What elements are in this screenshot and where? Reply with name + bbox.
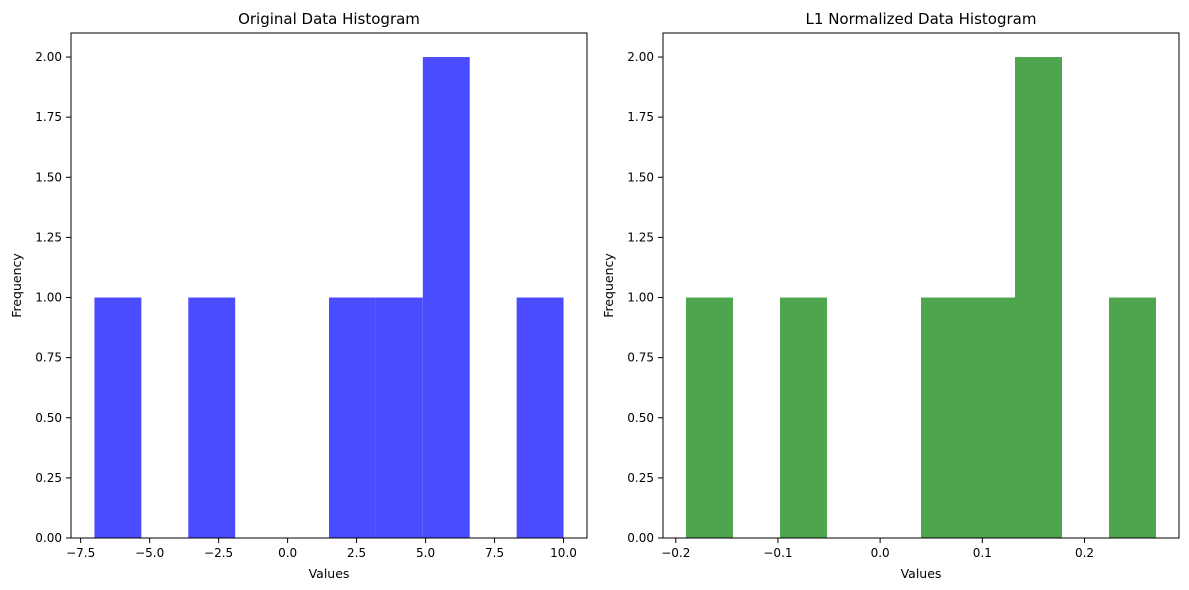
normalized-bar-7 bbox=[1015, 57, 1063, 539]
original-ytick-label: 1.75 bbox=[35, 110, 62, 124]
normalized-ytick-label: 1.50 bbox=[627, 170, 654, 184]
normalized-axes-frame bbox=[662, 32, 1180, 539]
original-chart-title: Original Data Histogram bbox=[238, 10, 420, 28]
normalized-bar-9 bbox=[1109, 297, 1157, 538]
original-bar-5 bbox=[329, 297, 376, 538]
normalized-bar-6 bbox=[968, 297, 1016, 538]
original-xtick-label: 5.0 bbox=[416, 546, 435, 560]
original-xtick-label: 2.5 bbox=[347, 546, 366, 560]
normalized-bar-2 bbox=[779, 297, 827, 538]
normalized-x-axis-label: Values bbox=[901, 566, 942, 581]
original-histogram-panel: −7.5 −5.0 −2.5 0.0 2.5 5.0 7.5 10.0 0.00 0.25 0.50… bbox=[9, 10, 588, 581]
original-x-axis-label: Values bbox=[309, 566, 350, 581]
normalized-bar-5 bbox=[921, 297, 969, 538]
original-axes-frame bbox=[70, 32, 588, 539]
original-bar-0 bbox=[94, 297, 142, 538]
original-bar-9 bbox=[516, 297, 564, 538]
original-bar-6 bbox=[375, 297, 423, 538]
normalized-ytick-label: 0.75 bbox=[627, 351, 654, 365]
original-xtick-label: 0.0 bbox=[278, 546, 297, 560]
normalized-bar-0 bbox=[685, 297, 733, 538]
normalized-chart-title: L1 Normalized Data Histogram bbox=[806, 10, 1037, 28]
original-ytick-label: 0.75 bbox=[35, 351, 62, 365]
original-xtick-label: −7.5 bbox=[66, 546, 95, 560]
normalized-ytick-label: 0.00 bbox=[627, 531, 654, 545]
original-ytick-label: 1.00 bbox=[35, 291, 62, 305]
normalized-ytick-label: 1.00 bbox=[627, 291, 654, 305]
original-ytick-label: 0.50 bbox=[35, 411, 62, 425]
normalized-xtick-label: −0.2 bbox=[661, 546, 690, 560]
original-ytick-label: 2.00 bbox=[35, 50, 62, 64]
normalized-ytick-label: 0.25 bbox=[627, 471, 654, 485]
original-xtick-label: −5.0 bbox=[135, 546, 164, 560]
normalized-xtick-label: 0.1 bbox=[973, 546, 992, 560]
original-xtick-label: −2.5 bbox=[204, 546, 233, 560]
normalized-ytick-label: 2.00 bbox=[627, 50, 654, 64]
normalized-ytick-label: 0.50 bbox=[627, 411, 654, 425]
original-ytick-label: 0.25 bbox=[35, 471, 62, 485]
normalized-xtick-label: −0.1 bbox=[763, 546, 792, 560]
original-y-axis-label: Frequency bbox=[9, 253, 24, 318]
normalized-ytick-label: 1.75 bbox=[627, 110, 654, 124]
normalized-y-axis-label: Frequency bbox=[601, 253, 616, 318]
original-ytick-label: 0.00 bbox=[35, 531, 62, 545]
original-ytick-label: 1.25 bbox=[35, 230, 62, 244]
normalized-xtick-label: 0.0 bbox=[871, 546, 890, 560]
original-ytick-label: 1.50 bbox=[35, 170, 62, 184]
original-xtick-label: 10.0 bbox=[550, 546, 577, 560]
normalized-ytick-label: 1.25 bbox=[627, 230, 654, 244]
original-xtick-label: 7.5 bbox=[485, 546, 504, 560]
normalized-histogram-panel: −0.2 −0.1 0.0 0.1 0.2 0.00 0.25 0.50 0.75 1.00 1.2… bbox=[601, 10, 1180, 581]
original-bar-2 bbox=[188, 297, 236, 538]
original-bar-7 bbox=[422, 57, 470, 539]
normalized-xtick-label: 0.2 bbox=[1075, 546, 1094, 560]
